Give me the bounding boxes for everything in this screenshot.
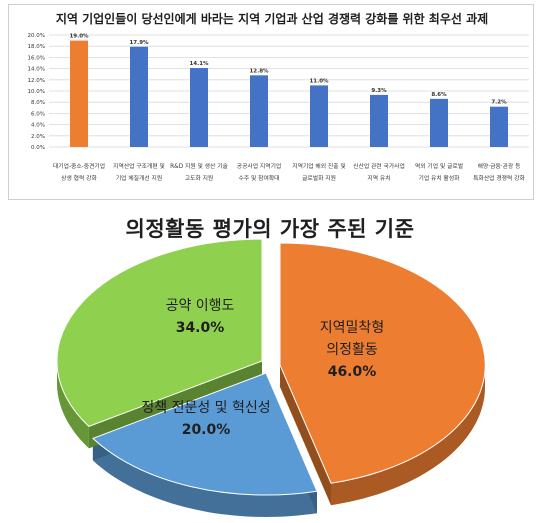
category-label: 고도화 지원 bbox=[185, 174, 214, 182]
pie-slice-label: 정책 전문성 및 혁신성 bbox=[141, 400, 270, 416]
pie-slice-top bbox=[56, 238, 263, 427]
y-tick-label: 2.0% bbox=[31, 134, 45, 140]
bar-data-label: 8.6% bbox=[431, 92, 447, 98]
y-tick-label: 0.0% bbox=[31, 145, 45, 151]
bar bbox=[130, 46, 148, 148]
category-label: 해양·금융·관광 등 bbox=[478, 162, 522, 170]
category-label: 신산업 관련 국가사업 bbox=[353, 162, 405, 170]
pie-value-label: 34.0% bbox=[176, 320, 225, 336]
category-label: 지역기업 해외 진출 및 bbox=[292, 162, 346, 170]
category-label: 상생 협력 강화 bbox=[61, 174, 97, 182]
pie-slice-wall bbox=[331, 365, 485, 506]
y-tick-label: 6.0% bbox=[31, 111, 45, 117]
bar-data-label: 12.8% bbox=[249, 68, 269, 74]
category-label: R&D 지원 및 생산 기술 bbox=[170, 162, 228, 170]
pie-slice-cut bbox=[88, 361, 263, 449]
y-tick-label: 18.0% bbox=[28, 44, 45, 50]
y-tick-label: 16.0% bbox=[28, 55, 45, 61]
pie-slice-wall bbox=[92, 438, 318, 517]
bar-data-label: 17.9% bbox=[129, 40, 149, 46]
bar-data-label: 9.3% bbox=[371, 88, 387, 94]
pie-slice-top bbox=[91, 372, 318, 496]
bar-data-label: 14.1% bbox=[189, 61, 209, 67]
pie-slice-label: 공약 이행도 bbox=[166, 298, 235, 314]
bar bbox=[70, 40, 88, 147]
y-tick-label: 14.0% bbox=[28, 67, 45, 73]
bar bbox=[430, 98, 448, 147]
pie-slice-label: 의정활동 bbox=[326, 342, 378, 358]
bar-chart: 0.0% 2.0% 4.0% 6.0% 8.0% 10.0% 12.0% 14.0% 16.0%… bbox=[28, 33, 529, 182]
category-label: 글로벌화 지원 bbox=[302, 174, 336, 182]
pie-slice-wall bbox=[57, 361, 89, 449]
bar bbox=[310, 85, 328, 147]
bar-data-label: 7.2% bbox=[491, 100, 507, 106]
pie-tops bbox=[56, 238, 486, 496]
pie-slice-side bbox=[280, 365, 485, 506]
pie-slice-cut bbox=[92, 373, 267, 461]
y-tick-label: 8.0% bbox=[31, 100, 45, 106]
pie-value-label: 20.0% bbox=[182, 422, 231, 438]
pie-slice-cut bbox=[280, 365, 331, 506]
bar-data-label: 11.0% bbox=[309, 78, 329, 84]
y-tick-label: 10.0% bbox=[28, 89, 45, 95]
pie-slice-side bbox=[57, 361, 263, 449]
pie-slice-label: 지역밀착형 bbox=[320, 320, 384, 336]
category-label: 기업 유치 활성화 bbox=[418, 174, 460, 182]
pie-slice bbox=[91, 372, 318, 496]
category-label: 지역 유치 bbox=[367, 174, 390, 182]
pie-chart-title: 의정활동 평가의 가장 주된 기준 bbox=[125, 217, 415, 241]
bar-chart-title: 지역 기업인들이 당선인에게 바라는 지역 기업과 산업 경쟁력 강화를 위한 … bbox=[55, 12, 489, 26]
pie-sides bbox=[57, 361, 485, 517]
category-label: 지역산업 구조개편 및 bbox=[113, 162, 165, 170]
y-tick-label: 12.0% bbox=[28, 78, 45, 84]
category-label: 특화산업 경쟁력 강화 bbox=[473, 174, 525, 182]
category-label: 대기업-중소-중견기업 bbox=[53, 162, 105, 170]
pie-slice-cut bbox=[266, 373, 317, 514]
pie-value-label: 46.0% bbox=[328, 364, 377, 380]
pie-slice bbox=[56, 238, 263, 427]
bar bbox=[250, 75, 268, 147]
category-label: 기업 체질개선 지원 bbox=[116, 174, 162, 182]
y-tick-label: 4.0% bbox=[31, 123, 45, 129]
bar bbox=[370, 94, 388, 147]
bar bbox=[490, 106, 508, 147]
category-label: 수주 및 참여확대 bbox=[238, 174, 279, 182]
y-tick-label: 20.0% bbox=[28, 33, 45, 39]
pie-slice-top bbox=[279, 242, 486, 484]
pie-slice-side bbox=[92, 373, 318, 517]
bar-chart-panel: 지역 기업인들이 당선인에게 바라는 지역 기업과 산업 경쟁력 강화를 위한 … bbox=[8, 4, 534, 200]
bar bbox=[190, 68, 208, 147]
bar-data-label: 19.0% bbox=[69, 34, 89, 40]
pie-slice bbox=[279, 242, 486, 484]
category-label: 역외 기업 및 글로벌 bbox=[415, 162, 463, 170]
category-label: 공공사업 지역기업 bbox=[237, 162, 282, 170]
